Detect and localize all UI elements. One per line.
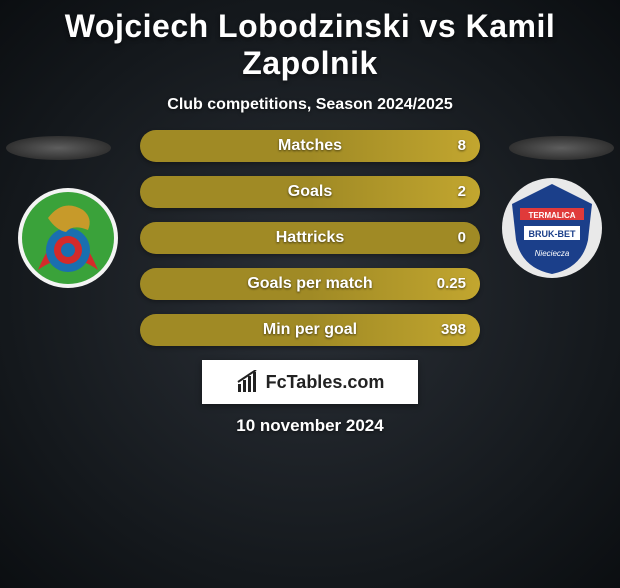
- stat-row: Goals2: [140, 176, 480, 208]
- crest-right-text-1: TERMALICA: [528, 211, 575, 220]
- termalica-bruk-bet-crest-icon: TERMALICA BRUK-BET Nieciecza: [502, 178, 602, 278]
- player-right-shadow: [509, 136, 614, 160]
- miedz-legnica-crest-icon: [18, 188, 118, 288]
- club-crest-left: [18, 188, 118, 288]
- chart-icon: [236, 370, 260, 394]
- stat-row: Min per goal398: [140, 314, 480, 346]
- club-crest-right: TERMALICA BRUK-BET Nieciecza: [502, 178, 602, 278]
- stat-label: Matches: [140, 130, 480, 162]
- player-left-shadow: [6, 136, 111, 160]
- stat-label: Min per goal: [140, 314, 480, 346]
- brand-box: FcTables.com: [202, 360, 418, 404]
- stat-label: Goals per match: [140, 268, 480, 300]
- stat-row: Hattricks0: [140, 222, 480, 254]
- stat-value-right: 0.25: [437, 268, 466, 300]
- crest-right-text-3: Nieciecza: [535, 249, 570, 258]
- stat-value-right: 2: [458, 176, 466, 208]
- stat-value-right: 8: [458, 130, 466, 162]
- page-subtitle: Club competitions, Season 2024/2025: [0, 96, 620, 114]
- page-title: Wojciech Lobodzinski vs Kamil Zapolnik: [0, 8, 620, 82]
- stat-value-right: 398: [441, 314, 466, 346]
- stat-row: Goals per match0.25: [140, 268, 480, 300]
- stat-value-right: 0: [458, 222, 466, 254]
- crest-right-text-2: BRUK-BET: [529, 229, 576, 239]
- stat-label: Hattricks: [140, 222, 480, 254]
- date-label: 10 november 2024: [0, 416, 620, 436]
- stats-container: Matches8Goals2Hattricks0Goals per match0…: [140, 130, 480, 360]
- stat-label: Goals: [140, 176, 480, 208]
- stat-row: Matches8: [140, 130, 480, 162]
- brand-label: FcTables.com: [266, 372, 385, 393]
